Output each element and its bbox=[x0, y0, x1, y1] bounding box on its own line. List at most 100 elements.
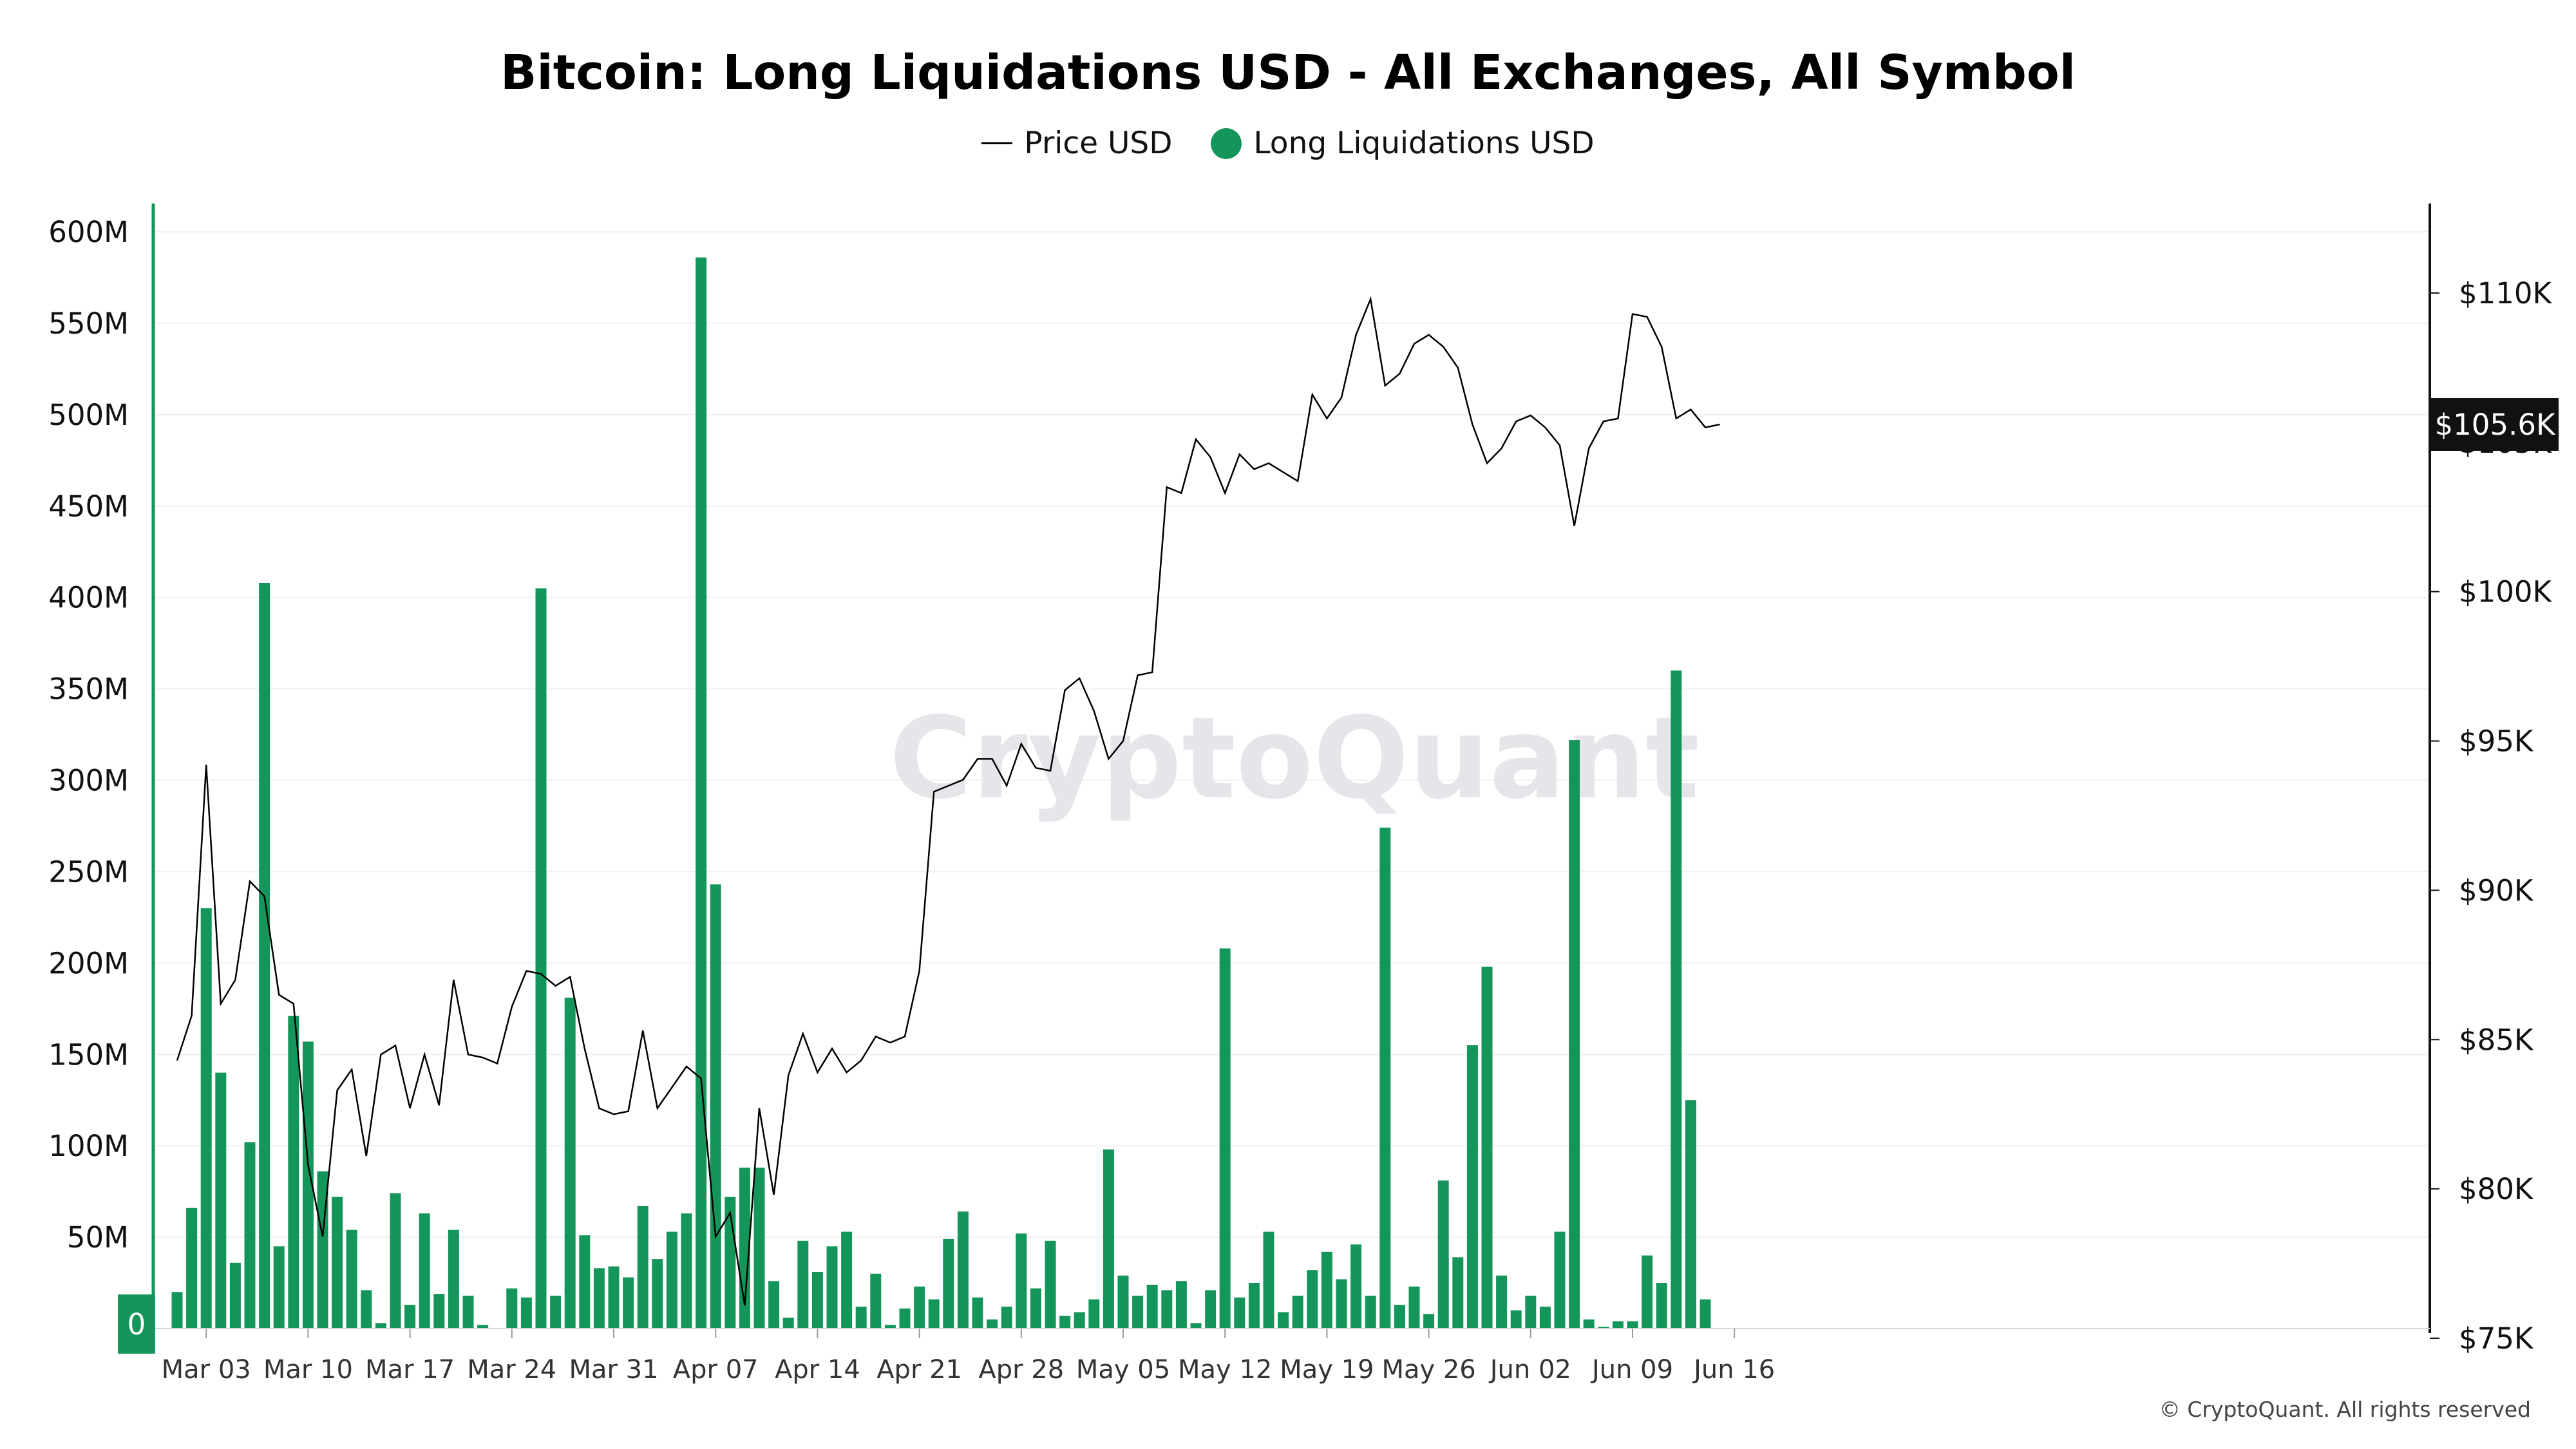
liquidation-bar[interactable] bbox=[1248, 1283, 1260, 1329]
liquidation-bar[interactable] bbox=[681, 1213, 692, 1329]
liquidation-bar[interactable] bbox=[841, 1231, 853, 1329]
legend-item-long-liquidations[interactable]: Long Liquidations USD bbox=[1211, 126, 1595, 161]
liquidation-bar[interactable] bbox=[1627, 1321, 1638, 1329]
liquidation-bar[interactable] bbox=[1190, 1323, 1202, 1329]
liquidation-bar[interactable] bbox=[1685, 1100, 1696, 1329]
liquidation-bar[interactable] bbox=[390, 1193, 401, 1329]
liquidation-bar[interactable] bbox=[346, 1229, 357, 1329]
liquidation-bar[interactable] bbox=[666, 1231, 677, 1329]
liquidation-bar[interactable] bbox=[332, 1197, 343, 1329]
liquidation-bar[interactable] bbox=[200, 908, 212, 1329]
liquidation-bar[interactable] bbox=[957, 1211, 969, 1329]
liquidation-bar[interactable] bbox=[637, 1206, 649, 1329]
liquidation-bar[interactable] bbox=[1496, 1275, 1508, 1329]
liquidation-bar[interactable] bbox=[623, 1277, 634, 1329]
liquidation-bar[interactable] bbox=[1671, 670, 1682, 1329]
liquidation-bar[interactable] bbox=[1569, 740, 1580, 1329]
liquidation-bar[interactable] bbox=[652, 1259, 663, 1329]
liquidation-bar[interactable] bbox=[1088, 1299, 1100, 1329]
liquidation-bar[interactable] bbox=[1016, 1233, 1027, 1329]
liquidation-bar[interactable] bbox=[987, 1319, 998, 1329]
liquidation-bar[interactable] bbox=[244, 1142, 256, 1329]
liquidation-bar[interactable] bbox=[1466, 1045, 1478, 1329]
liquidation-bar[interactable] bbox=[288, 1016, 299, 1329]
liquidation-bar[interactable] bbox=[215, 1072, 227, 1329]
liquidation-bar[interactable] bbox=[1642, 1255, 1653, 1329]
liquidation-bar[interactable] bbox=[1117, 1275, 1129, 1329]
liquidation-bar[interactable] bbox=[535, 588, 547, 1329]
liquidation-bar[interactable] bbox=[1001, 1306, 1012, 1329]
liquidation-bar[interactable] bbox=[1612, 1321, 1624, 1329]
liquidation-bar[interactable] bbox=[171, 1292, 183, 1329]
liquidation-bar[interactable] bbox=[1175, 1281, 1187, 1329]
liquidation-bar[interactable] bbox=[1292, 1295, 1303, 1329]
liquidation-bar[interactable] bbox=[928, 1299, 940, 1329]
liquidation-bar[interactable] bbox=[1365, 1295, 1376, 1329]
liquidation-bar[interactable] bbox=[710, 884, 721, 1329]
liquidation-bar[interactable] bbox=[1205, 1290, 1217, 1329]
liquidation-bar[interactable] bbox=[186, 1208, 198, 1329]
liquidation-bar[interactable] bbox=[914, 1286, 925, 1329]
liquidation-bar[interactable] bbox=[564, 998, 576, 1329]
liquidation-bar[interactable] bbox=[1219, 948, 1231, 1329]
liquidation-bar[interactable] bbox=[1030, 1288, 1041, 1329]
liquidation-bar[interactable] bbox=[579, 1235, 591, 1329]
liquidation-bar[interactable] bbox=[972, 1297, 983, 1329]
liquidation-bar[interactable] bbox=[1321, 1251, 1332, 1329]
liquidation-bar[interactable] bbox=[273, 1246, 285, 1329]
liquidation-bar[interactable] bbox=[782, 1318, 794, 1329]
liquidation-bar[interactable] bbox=[448, 1229, 459, 1329]
liquidation-bar[interactable] bbox=[1539, 1306, 1551, 1329]
liquidation-bar[interactable] bbox=[1263, 1231, 1274, 1329]
liquidation-bar[interactable] bbox=[462, 1295, 474, 1329]
liquidation-bar[interactable] bbox=[1350, 1244, 1362, 1329]
liquidation-bar[interactable] bbox=[811, 1272, 823, 1329]
liquidation-bar[interactable] bbox=[1656, 1283, 1667, 1329]
liquidation-bar[interactable] bbox=[1583, 1319, 1595, 1329]
legend-item-price[interactable]: Price USD bbox=[981, 126, 1172, 161]
liquidation-bar[interactable] bbox=[826, 1246, 838, 1329]
liquidation-bar[interactable] bbox=[1132, 1295, 1144, 1329]
liquidation-bar[interactable] bbox=[1307, 1270, 1318, 1329]
liquidation-bar[interactable] bbox=[1045, 1240, 1056, 1329]
liquidation-bar[interactable] bbox=[1452, 1257, 1464, 1329]
liquidation-bar[interactable] bbox=[1510, 1310, 1522, 1329]
liquidation-bar[interactable] bbox=[1059, 1316, 1071, 1329]
liquidation-bar[interactable] bbox=[550, 1295, 562, 1329]
liquidation-bar[interactable] bbox=[1423, 1314, 1435, 1329]
liquidation-bar[interactable] bbox=[361, 1290, 372, 1329]
liquidation-bar[interactable] bbox=[696, 257, 707, 1329]
liquidation-bar[interactable] bbox=[1234, 1297, 1245, 1329]
liquidation-bar[interactable] bbox=[608, 1266, 620, 1329]
liquidation-bar[interactable] bbox=[899, 1308, 911, 1329]
liquidation-bar[interactable] bbox=[1278, 1312, 1289, 1329]
liquidation-bar[interactable] bbox=[375, 1323, 386, 1329]
liquidation-bar[interactable] bbox=[593, 1268, 605, 1329]
liquidation-bar[interactable] bbox=[1408, 1286, 1420, 1329]
liquidation-bar[interactable] bbox=[419, 1213, 430, 1329]
liquidation-bar[interactable] bbox=[753, 1168, 765, 1329]
liquidation-bar[interactable] bbox=[520, 1297, 532, 1329]
liquidation-bar[interactable] bbox=[1394, 1305, 1405, 1329]
liquidation-bar[interactable] bbox=[433, 1294, 445, 1329]
liquidation-bar[interactable] bbox=[1525, 1295, 1537, 1329]
liquidation-bar[interactable] bbox=[1598, 1327, 1609, 1329]
liquidation-bar[interactable] bbox=[870, 1273, 882, 1329]
liquidation-bar[interactable] bbox=[229, 1262, 241, 1329]
liquidation-bar[interactable] bbox=[1074, 1312, 1085, 1329]
liquidation-bar[interactable] bbox=[1379, 828, 1391, 1329]
liquidation-bar[interactable] bbox=[797, 1240, 809, 1329]
liquidation-bar[interactable] bbox=[1146, 1284, 1158, 1329]
liquidation-bar[interactable] bbox=[1554, 1231, 1566, 1329]
liquidation-bar[interactable] bbox=[259, 583, 270, 1329]
liquidation-bar[interactable] bbox=[302, 1041, 314, 1329]
liquidation-bar[interactable] bbox=[855, 1306, 867, 1329]
liquidation-bar[interactable] bbox=[404, 1305, 416, 1329]
liquidation-bar[interactable] bbox=[943, 1238, 954, 1329]
liquidation-bar[interactable] bbox=[884, 1325, 896, 1329]
liquidation-bar[interactable] bbox=[1336, 1279, 1347, 1329]
liquidation-bar[interactable] bbox=[1700, 1299, 1711, 1329]
liquidation-bar[interactable] bbox=[768, 1281, 780, 1329]
liquidation-bar[interactable] bbox=[1437, 1180, 1449, 1329]
liquidation-bar[interactable] bbox=[477, 1325, 489, 1329]
